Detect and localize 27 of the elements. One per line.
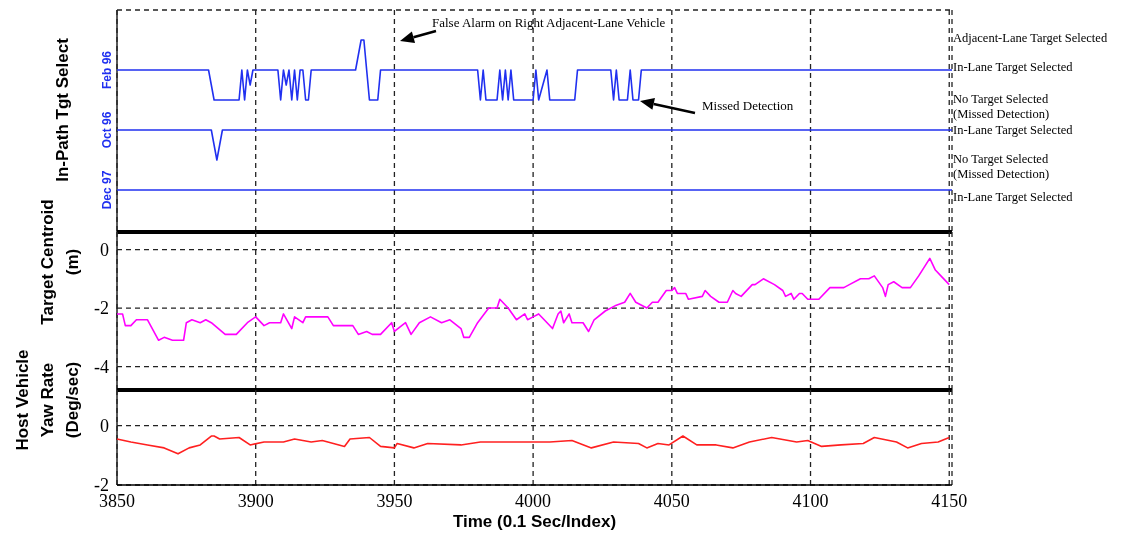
y-axis-title: Target Centroid (m) (38, 199, 82, 325)
text: Dec 97 (100, 170, 114, 210)
text: Oct 96 (100, 111, 114, 149)
y-axis-title: Host Vehicle Yaw Rate (Deg/sec) (13, 349, 82, 451)
x-tick-label: 4150 (931, 491, 968, 511)
text: In-Lane Target Selected (953, 190, 1074, 204)
annotation: Missed Detection (702, 98, 794, 113)
y-tick-label: 0 (100, 239, 109, 260)
text: No Target Selected (Missed Detection) (953, 92, 1050, 121)
x-tick-label: 4100 (792, 491, 829, 511)
x-axis-title: Time (0.1 Sec/Index) (452, 512, 617, 531)
text: Adjacent-Lane Target Selected (953, 31, 1108, 45)
y-tick-label: 0 (100, 415, 109, 436)
line-series (116, 257, 951, 342)
line-series (116, 435, 951, 455)
y-tick-label: -4 (94, 356, 109, 377)
text: False Alarm on Right Adjacent-Lane Vehicle (432, 15, 666, 30)
y-tick-label: -2 (94, 298, 109, 319)
x-tick-label: 4050 (653, 491, 690, 511)
text: Feb 96 (100, 50, 114, 90)
text: No Target Selected (Missed Detection) (953, 152, 1050, 181)
text: In-Lane Target Selected (953, 60, 1074, 74)
x-tick-label: 4000 (515, 491, 552, 511)
x-tick-label: 3900 (237, 491, 274, 511)
text: In-Lane Target Selected (953, 123, 1074, 137)
x-tick-label: 3950 (376, 491, 413, 511)
y-axis-title: In-Path Tgt Select (53, 37, 72, 182)
